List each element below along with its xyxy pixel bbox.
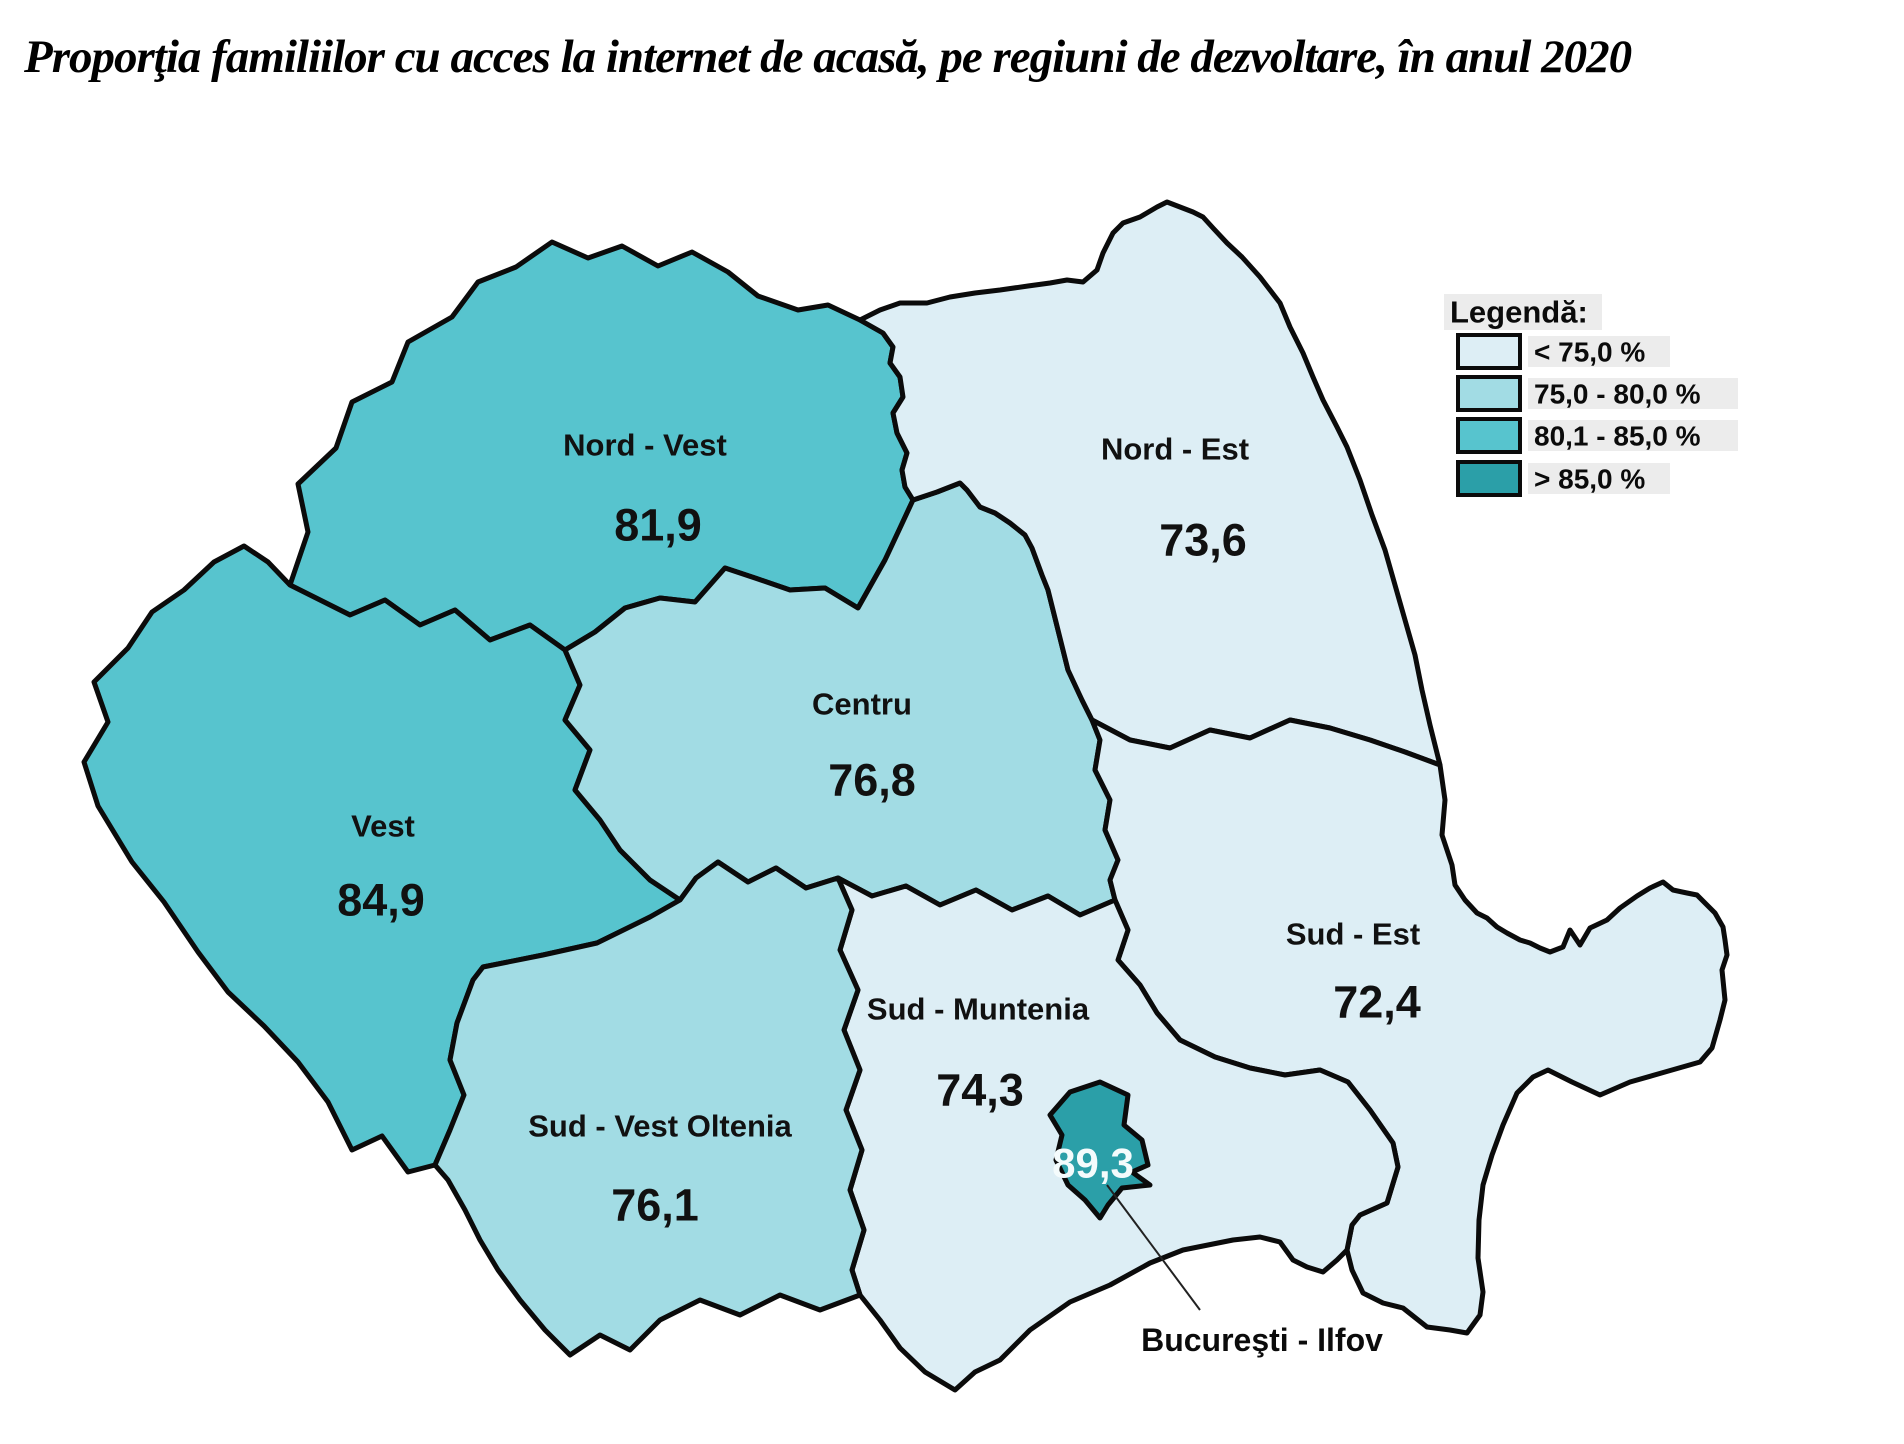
legend-label-gt85: > 85,0 % [1534,464,1645,495]
region-nord-est [857,199,1443,768]
legend-label-80-85: 80,1 - 85,0 % [1534,421,1701,452]
region-value-vest: 84,9 [337,875,425,926]
region-label-nord-vest: Nord - Vest [563,428,727,463]
region-label-centru: Centru [812,687,912,722]
region-value-nord-vest: 81,9 [614,500,702,551]
legend-swatch-75-80 [1456,375,1522,412]
legend-heading: Legendă: [1450,295,1588,330]
map-title: Proporţia familiilor cu acces la interne… [24,31,1632,83]
region-value-sud-muntenia: 74,3 [936,1065,1024,1116]
legend-swatch-lt75 [1456,333,1522,370]
bucuresti-callout-label: Bucureşti - Ilfov [1141,1322,1383,1358]
legend: Legendă: < 75,0 % 75,0 - 80,0 % 80,1 - 8… [1444,294,1738,497]
region-label-sud-est: Sud - Est [1286,917,1420,952]
legend-label-lt75: < 75,0 % [1534,337,1645,368]
legend-label-bg-2 [1528,378,1738,409]
legend-swatch-80-85 [1456,417,1522,454]
region-label-sud-vest-oltenia: Sud - Vest Oltenia [528,1109,792,1144]
region-sud-vest-oltenia [432,859,867,1358]
region-label-nord-est: Nord - Est [1101,432,1249,467]
bucuresti-callout-line [1106,1184,1201,1311]
region-label-sud-muntenia: Sud - Muntenia [867,992,1090,1027]
legend-label-bg-4 [1528,463,1670,494]
legend-swatch-gt85 [1456,460,1522,497]
region-value-nord-est: 73,6 [1159,515,1247,566]
legend-label-75-80: 75,0 - 80,0 % [1534,379,1701,410]
region-value-sud-vest-oltenia: 76,1 [611,1180,699,1231]
region-bucuresti-ilfov [1047,1079,1153,1221]
region-value-centru: 76,8 [828,755,916,806]
legend-label-bg-1 [1528,336,1670,367]
region-value-sud-est: 72,4 [1333,977,1421,1028]
region-value-bucuresti-ilfov: 89,3 [1052,1140,1134,1187]
legend-heading-bg [1444,294,1602,330]
legend-label-bg-3 [1528,420,1738,451]
region-label-vest: Vest [351,809,415,844]
